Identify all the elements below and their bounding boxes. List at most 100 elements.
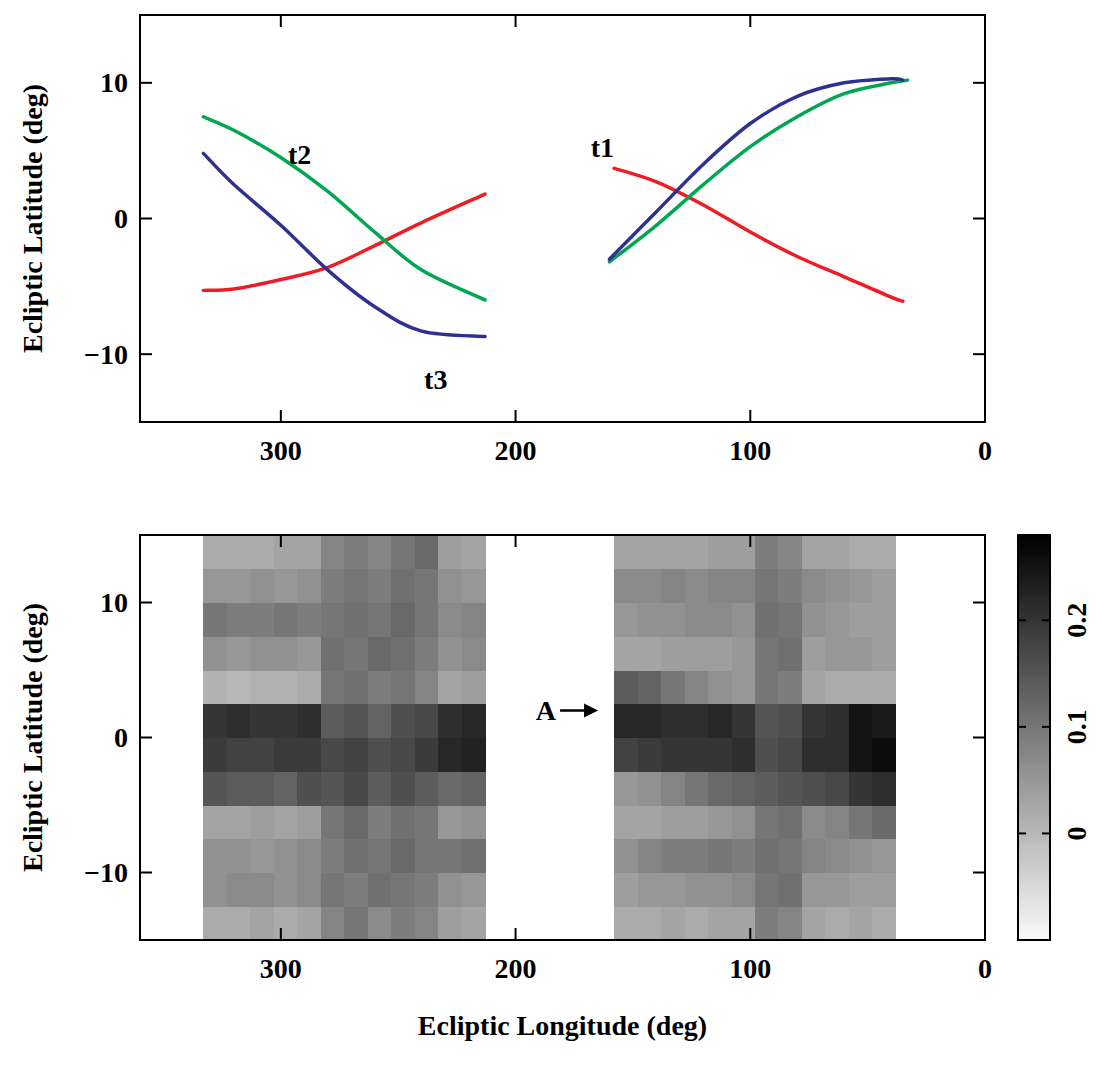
heat-cell: [732, 738, 756, 772]
heat-cell: [708, 603, 732, 637]
heat-cell: [297, 603, 321, 637]
heat-cell: [614, 738, 638, 772]
heat-cell: [274, 569, 298, 603]
heat-cell: [638, 603, 662, 637]
heat-cell: [849, 839, 873, 873]
heat-cell: [344, 636, 368, 670]
heat-cell: [638, 906, 662, 940]
x-tick-label: 0: [978, 435, 992, 466]
heat-cell: [802, 704, 826, 738]
x-tick: [280, 928, 282, 940]
heat-cell: [825, 906, 849, 940]
heat-cell: [438, 636, 462, 670]
plot-area: [203, 535, 896, 940]
heat-cell: [250, 839, 274, 873]
x-tick: [515, 928, 517, 940]
heat-cell: [227, 535, 251, 569]
heat-cell: [778, 738, 802, 772]
heat-cell: [227, 569, 251, 603]
heat-cell: [203, 906, 227, 940]
heat-cell: [802, 636, 826, 670]
heat-cell: [708, 771, 732, 805]
figure: t1t2t33002001000−10010Ecliptic Latitude …: [0, 0, 1106, 1068]
heat-cell: [415, 771, 439, 805]
heat-cell: [391, 805, 415, 839]
heat-cell: [778, 771, 802, 805]
heat-cell: [438, 805, 462, 839]
heat-cell: [274, 873, 298, 907]
heat-cell: [203, 603, 227, 637]
heat-cell: [438, 569, 462, 603]
heat-cell: [732, 603, 756, 637]
y-axis-title: Ecliptic Latitude (deg): [17, 84, 48, 353]
heat-cell: [778, 704, 802, 738]
heat-cell: [872, 535, 896, 569]
heat-cell: [708, 569, 732, 603]
heat-cell: [755, 636, 779, 670]
y-tick-label: −10: [84, 857, 128, 888]
heat-cell: [802, 839, 826, 873]
colorbar-label: 0.2: [1061, 603, 1092, 638]
heat-cell: [872, 906, 896, 940]
heat-cell: [203, 839, 227, 873]
y-tick: [973, 737, 985, 739]
heat-cell: [755, 704, 779, 738]
heat-cell: [825, 873, 849, 907]
x-tick: [515, 410, 517, 422]
heat-cell: [438, 839, 462, 873]
x-tick: [749, 15, 751, 27]
y-tick-label: 10: [100, 67, 128, 98]
y-tick-label: 10: [100, 587, 128, 618]
y-tick: [973, 82, 985, 84]
heat-cell: [661, 636, 685, 670]
heat-cell: [462, 839, 486, 873]
heat-cell: [755, 670, 779, 704]
series-line: [203, 80, 907, 300]
heat-cell: [849, 873, 873, 907]
heat-cell: [438, 873, 462, 907]
x-tick-label: 200: [495, 953, 537, 984]
heat-cell: [297, 738, 321, 772]
y-tick: [973, 218, 985, 220]
heat-cell: [391, 603, 415, 637]
x-tick: [280, 410, 282, 422]
y-tick: [140, 602, 152, 604]
x-tick: [749, 928, 751, 940]
heat-cell: [391, 873, 415, 907]
colorbar-tick: [1042, 726, 1050, 728]
y-tick-label: 0: [114, 203, 128, 234]
heat-cell: [614, 636, 638, 670]
heat-cell: [732, 569, 756, 603]
heat-cell: [802, 670, 826, 704]
heat-cell: [344, 805, 368, 839]
heat-cell: [708, 636, 732, 670]
heat-cell: [203, 873, 227, 907]
heat-cell: [415, 636, 439, 670]
heat-cell: [872, 771, 896, 805]
heat-cell: [368, 738, 392, 772]
y-tick: [140, 82, 152, 84]
annotation: A: [536, 695, 557, 726]
heat-cell: [778, 839, 802, 873]
heat-cell: [614, 771, 638, 805]
colorbar-tick: [1042, 619, 1050, 621]
heat-cell: [462, 569, 486, 603]
heat-cell: [297, 771, 321, 805]
heat-cell: [661, 873, 685, 907]
heat-cell: [872, 670, 896, 704]
heat-cell: [708, 670, 732, 704]
heat-cell: [872, 738, 896, 772]
heat-cell: [462, 771, 486, 805]
heat-cell: [321, 873, 345, 907]
heat-cell: [732, 839, 756, 873]
heat-cell: [297, 873, 321, 907]
y-axis-title: Ecliptic Latitude (deg): [17, 603, 48, 872]
heat-cell: [438, 603, 462, 637]
heat-cell: [755, 771, 779, 805]
heat-cell: [415, 873, 439, 907]
heat-cell: [685, 636, 709, 670]
heat-cell: [344, 738, 368, 772]
heat-cell: [708, 738, 732, 772]
heat-cell: [685, 704, 709, 738]
heat-cell: [438, 704, 462, 738]
